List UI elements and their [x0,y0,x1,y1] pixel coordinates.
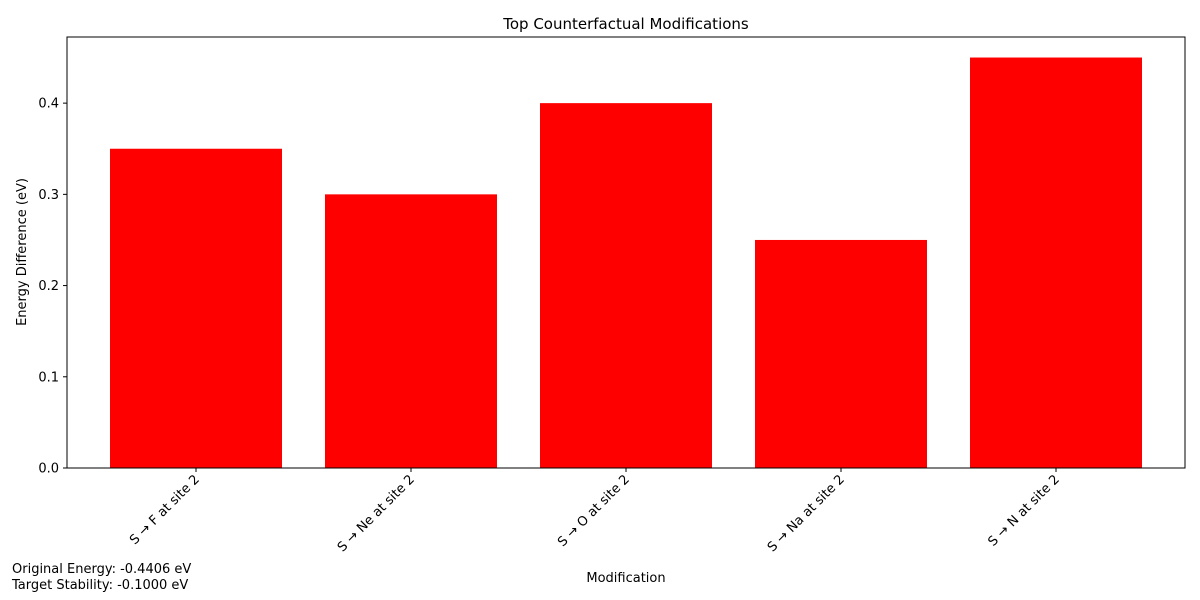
bar [540,103,712,469]
bars-group [110,57,1142,469]
y-tick-label: 0.0 [38,462,59,477]
x-tick-label: S → N at site 2 [985,472,1062,549]
x-tick-label: S → O at site 2 [555,472,633,550]
y-tick-label: 0.1 [38,370,59,385]
x-axis-label: Modification [586,571,665,586]
y-tick-label: 0.4 [38,97,59,112]
x-tick-label: S → F at site 2 [127,472,203,548]
x-axis: S → F at site 2 S → Ne at site 2 S → O at … [127,468,1063,555]
bar [755,239,927,468]
bar [110,148,282,469]
plot-frame [66,36,1186,469]
chart-title: Top Counterfactual Modifications [502,15,749,33]
target-stability-note: Target Stability: -0.1000 eV [12,578,189,593]
y-axis-label: Energy Difference (eV) [15,178,30,326]
bar [970,57,1142,469]
y-tick-label: 0.3 [38,188,59,203]
original-energy-note: Original Energy: -0.4406 eV [12,562,192,577]
y-axis: 0.0 0.1 0.2 0.3 0.4 [38,97,67,477]
bar [325,194,497,468]
x-tick-label: S → Na at site 2 [765,472,848,555]
y-tick-label: 0.2 [38,279,59,294]
x-tick-label: S → Ne at site 2 [335,472,418,555]
